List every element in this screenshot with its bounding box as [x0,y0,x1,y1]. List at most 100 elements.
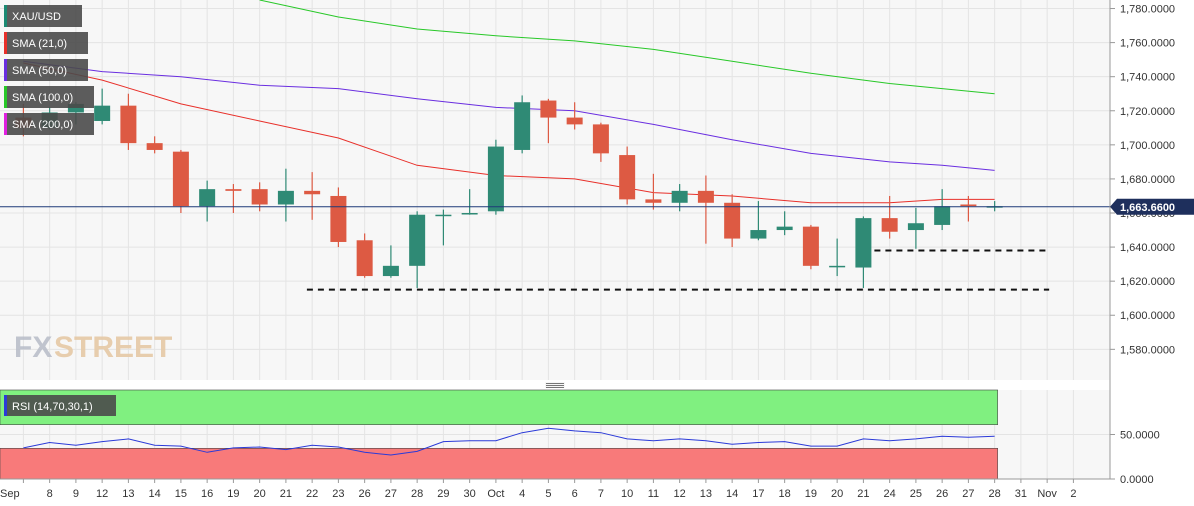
candle-body [960,204,977,207]
time-tick-label: 17 [752,488,764,500]
candle [829,238,846,277]
price-tick-label: 1,620.0000 [1120,276,1175,288]
rsi-legend-item[interactable]: RSI (14,70,30,1) [4,395,116,416]
rsi-tick-label: 50.0000 [1120,430,1160,442]
candle-body [225,189,242,191]
time-tick-label: 15 [175,488,187,500]
time-tick-label: 27 [962,488,974,500]
time-tick-label: 16 [201,488,213,500]
time-tick-label: 14 [726,488,738,500]
candle [94,88,111,125]
legend-item[interactable]: XAU/USD [4,5,82,27]
candle [934,189,951,231]
legend-item[interactable]: SMA (50,0) [4,59,88,81]
candle-body [304,190,321,195]
time-tick-label: 21 [857,488,869,500]
candle [146,136,163,154]
rsi-oversold-zone [0,447,998,480]
legend-color-swatch [4,113,7,135]
candle [750,201,767,241]
candle [172,149,189,214]
candle-body [67,103,84,113]
candle-body [776,226,793,231]
legend-label: XAU/USD [12,11,61,23]
candle [225,184,242,214]
legend-label: SMA (21,0) [12,38,67,50]
time-tick-label: 25 [910,488,922,500]
time-tick-label: 2 [1070,488,1076,500]
current-price-tag-bg [1110,198,1194,215]
candle [566,102,583,130]
svg-text:FX: FX [14,331,52,364]
candle-body [172,151,189,207]
candle [724,194,741,248]
current-price-label: 1,663.6600 [1120,202,1175,214]
time-tick-label: 28 [411,488,423,500]
candle [382,245,399,278]
time-tick-label: 11 [648,488,659,500]
time-tick-label: 29 [437,488,449,500]
time-tick-label: Nov [1037,488,1057,500]
candle [645,173,662,210]
candle-body [645,199,662,203]
candle-body [251,189,268,205]
candle [356,233,373,278]
candle-body [934,206,951,225]
candle-body [487,146,504,212]
candle-body [671,190,688,203]
rsi-legend-label: RSI (14,70,30,1) [12,401,93,413]
candle [619,146,636,205]
legend-color-swatch [4,86,7,108]
fxstreet-logo: FX STREET [14,331,172,364]
time-tick-label: Oct [487,488,504,500]
candle [487,139,504,215]
time-tick-label: 6 [572,488,578,500]
time-tick-label: 12 [674,488,686,500]
time-tick-label: 31 [1015,488,1027,500]
price-tick-label: 1,740.0000 [1120,72,1175,84]
candle-body [592,124,609,154]
price-tick-label: 1,640.0000 [1120,242,1175,254]
legend-color-swatch [4,5,7,27]
candle-body [146,143,163,150]
time-tick-label: Sep [0,488,20,500]
time-tick-label: 24 [884,488,896,500]
candle-body [461,213,478,215]
candle-body [199,189,216,207]
sma-50-line [23,60,995,171]
panel-resize-handle[interactable] [545,382,565,388]
legend-item[interactable]: SMA (100,0) [4,86,94,108]
candle [330,187,347,248]
price-tick-label: 1,720.0000 [1120,106,1175,118]
candle [776,211,793,236]
candle [304,172,321,220]
time-tick-label: 20 [831,488,843,500]
candle-body [697,190,714,203]
time-tick-label: 7 [598,488,604,500]
time-tick-label: 14 [149,488,161,500]
legend-color-swatch [4,32,7,54]
time-tick-label: 22 [306,488,318,500]
candle-body [619,155,636,200]
legend-box [4,5,82,27]
legend-item[interactable]: SMA (21,0) [4,32,88,54]
candle-body [540,100,557,118]
candle [697,175,714,244]
candle [120,93,137,150]
rsi-legend-box [4,395,116,416]
candle-body [829,265,846,268]
rsi-legend-swatch [4,395,7,416]
time-tick-label: 27 [385,488,397,500]
legend-box [4,32,88,54]
legend-item[interactable]: SMA (200,0) [4,113,94,135]
legend-label: SMA (200,0) [12,119,73,131]
candle-body [881,218,898,232]
price-tick-label: 1,600.0000 [1120,310,1175,322]
price-tick-label: 1,700.0000 [1120,140,1175,152]
price-tick-label: 1,760.0000 [1120,38,1175,50]
time-tick-label: 19 [805,488,817,500]
time-tick-label: 4 [519,488,525,500]
candle [409,211,426,288]
legend-label: SMA (100,0) [12,92,73,104]
